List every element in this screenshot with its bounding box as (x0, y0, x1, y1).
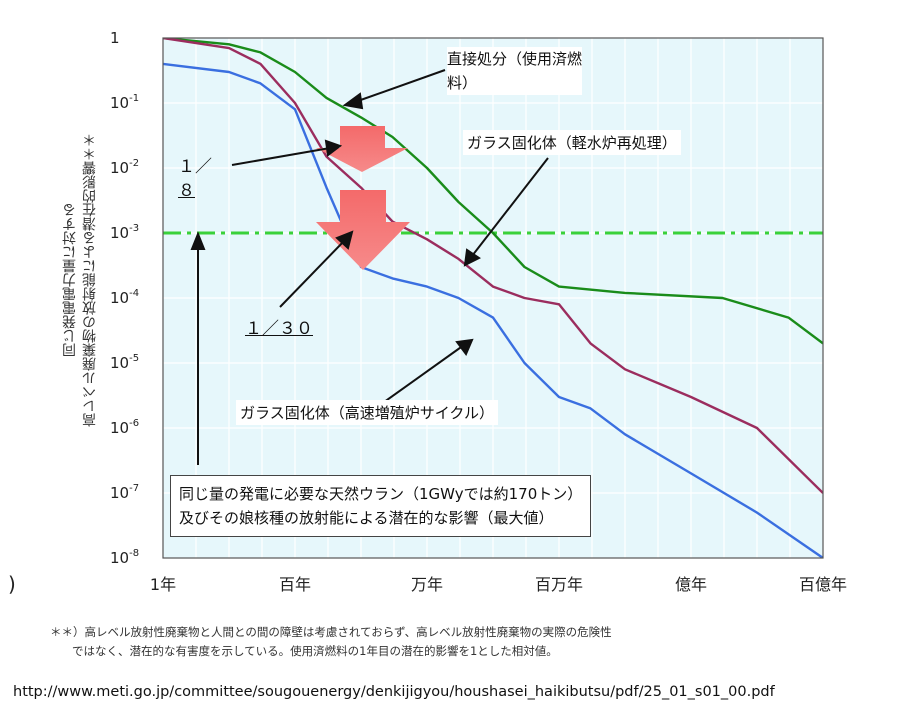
annotation-direct-disposal: 直接処分（使用済燃 料） (447, 47, 583, 95)
stray-paren: ) (8, 572, 16, 596)
footnote-line2: ではなく、潜在的な有害度を示している。使用済燃料の1年目の潜在的影響を1とした相… (72, 644, 558, 658)
x-tick-label: 百万年 (535, 575, 583, 594)
x-tick-labels: 1年 百年 万年 百万年 億年 百億年 (150, 575, 847, 594)
annotation-direct-line1: 直接処分（使用済燃 (447, 50, 583, 68)
chart-svg: 110-110-210-310-410-510-610-710-8 1年 百年 万年… (110, 29, 847, 594)
y-axis-label-line2: 高レベル廃棄物の放射能による潜在的影響＊＊ (82, 133, 98, 427)
series-group (163, 38, 823, 558)
annotation-fbr: ガラス固化体（高速増殖炉サイクル） (236, 400, 498, 425)
series-line-1 (163, 38, 823, 345)
ratio-1-8-line1: １／ (178, 157, 212, 177)
x-tick-label: 億年 (675, 575, 707, 594)
series-line-3 (163, 62, 823, 558)
pointer-arrows (190, 69, 549, 465)
y-tick-label: 10-8 (110, 548, 139, 567)
ratio-1-8-line2: ８ (178, 181, 195, 201)
reduction-arrow-1-30 (316, 190, 410, 270)
x-tick-label: 1年 (150, 575, 176, 594)
annotation-ratio-1-8: １／ ８ (178, 155, 212, 203)
reduction-arrow-1-8 (316, 126, 408, 172)
annotation-lwr: ガラス固化体（軽水炉再処理） (463, 130, 681, 155)
footnote-line1: ＊＊）高レベル放射性廃棄物と人間との間の障壁は考慮されておらず、高レベル放射性廃… (50, 625, 612, 639)
annotation-ratio-1-30: １／３０ (245, 319, 313, 339)
reference-label-line2: 及びその娘核種の放射能による潜在的な影響（最大値） (179, 509, 554, 527)
y-tick-label: 1 (110, 29, 120, 47)
series-line-2 (163, 38, 823, 494)
y-axis-label: 同じ発電電力量に対する 高レベル廃棄物の放射能による潜在的影響＊＊ (60, 70, 120, 490)
y-axis-label-line1: 同じ発電電力量に対する (62, 203, 78, 357)
reference-legend-box: 同じ量の発電に必要な天然ウラン（1GWyでは約170トン） 及びその娘核種の放射… (170, 475, 592, 537)
reference-label-line1: 同じ量の発電に必要な天然ウラン（1GWyでは約170トン） (179, 485, 583, 503)
footnote: ＊＊）高レベル放射性廃棄物と人間との間の障壁は考慮されておらず、高レベル放射性廃… (50, 623, 612, 661)
x-tick-label: 百億年 (799, 575, 847, 594)
source-url: http://www.meti.go.jp/committee/sougouen… (13, 684, 775, 700)
x-tick-label: 百年 (279, 575, 311, 594)
y-tick-labels: 110-110-210-310-410-510-610-710-8 (110, 29, 139, 567)
x-tick-label: 万年 (411, 575, 443, 594)
plot-frame (162, 37, 824, 559)
annotation-direct-line2: 料） (447, 74, 478, 92)
